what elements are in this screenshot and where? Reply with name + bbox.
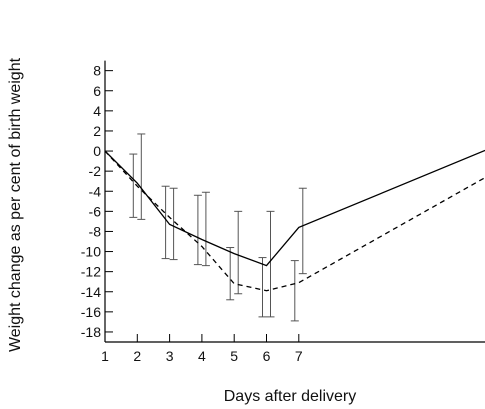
error-bar-dashed-4 (193, 194, 202, 266)
series-line-solid (104, 149, 485, 267)
y-axis-ticks: 8 6 4 2 0 -2 -4 -6 -8 -10 -12 -14 -16 -18 (81, 63, 113, 340)
x-tick-label-1: 1 (101, 348, 109, 364)
error-bar-solid-5 (234, 210, 243, 295)
error-bar-dashed-7 (290, 260, 299, 322)
y-tick-label-2: 2 (93, 123, 101, 139)
error-bar-solid-4 (201, 191, 210, 267)
error-bar-dashed-2 (129, 153, 138, 218)
y-tick-label--14: -14 (81, 284, 101, 300)
x-tick-label-5: 5 (230, 348, 238, 364)
x-tick-label-3: 3 (166, 348, 174, 364)
error-bars (129, 133, 307, 322)
y-tick-label--8: -8 (89, 223, 102, 239)
error-bar-dashed-3 (161, 185, 170, 260)
error-bar-solid-6 (266, 210, 275, 318)
y-tick-label-6: 6 (93, 83, 101, 99)
y-tick-label-4: 4 (93, 103, 101, 119)
axes (104, 60, 485, 343)
y-tick-label--10: -10 (81, 244, 101, 260)
error-bar-solid-7 (298, 187, 307, 275)
error-bar-dashed-5 (226, 247, 235, 301)
x-axis-label: Days after delivery (224, 388, 357, 405)
x-axis-ticks: 123456714 (101, 334, 303, 364)
y-tick-label--18: -18 (81, 324, 101, 340)
error-bar-dashed-6 (258, 257, 267, 318)
y-tick-label-0: 0 (93, 143, 101, 159)
x-tick-label-2: 2 (133, 348, 141, 364)
y-tick-label--12: -12 (81, 264, 101, 280)
y-axis-label: Weight change as per cent of birth weigh… (7, 57, 24, 352)
y-tick-label--2: -2 (89, 163, 102, 179)
y-tick-label-8: 8 (93, 63, 101, 79)
y-tick-label--16: -16 (81, 304, 101, 320)
x-tick-label-6: 6 (263, 348, 271, 364)
error-bar-solid-3 (169, 187, 178, 261)
x-tick-label-7: 7 (295, 348, 303, 364)
y-tick-label--4: -4 (89, 183, 102, 199)
series-line-dashed (104, 150, 485, 292)
x-tick-label-4: 4 (198, 348, 206, 364)
series-lines (104, 149, 485, 292)
error-bar-solid-2 (137, 133, 146, 220)
y-tick-label--6: -6 (89, 203, 102, 219)
